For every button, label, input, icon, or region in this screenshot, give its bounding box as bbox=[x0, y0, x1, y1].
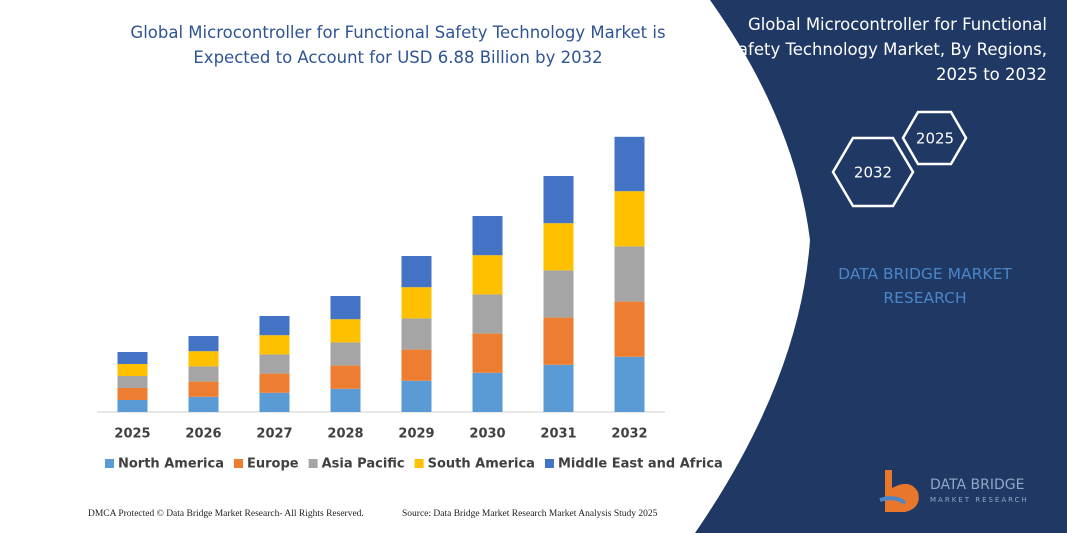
bar-segment bbox=[188, 351, 219, 367]
hexagon bbox=[831, 136, 915, 208]
bar-segment bbox=[401, 349, 432, 381]
brand: DATA BRIDGE MARKET RESEARCH bbox=[838, 265, 1012, 307]
bar-segment bbox=[543, 270, 574, 318]
bar-segment bbox=[401, 287, 432, 319]
bar-segment bbox=[117, 388, 148, 400]
bar-segment bbox=[259, 392, 290, 412]
bar-segment bbox=[117, 364, 148, 376]
bar-segment bbox=[614, 191, 645, 247]
x-tick-label: 2032 bbox=[611, 427, 647, 442]
bar-segment bbox=[543, 317, 574, 365]
bar-segment bbox=[472, 372, 503, 412]
x-tick-label: 2028 bbox=[327, 427, 363, 442]
bar-segment bbox=[614, 246, 645, 302]
bar-segment bbox=[614, 301, 645, 357]
bar-segment bbox=[117, 400, 148, 412]
legend-label: Asia Pacific bbox=[322, 457, 405, 472]
bar-segment bbox=[472, 333, 503, 373]
bar-segment bbox=[543, 223, 574, 271]
copyright: DMCA Protected © Data Bridge Market Rese… bbox=[88, 509, 364, 519]
x-tick-label: 2029 bbox=[398, 427, 434, 442]
hex-label: 2025 bbox=[916, 130, 954, 148]
logo-mark bbox=[885, 470, 919, 512]
bar-segment bbox=[614, 356, 645, 412]
bar-segment bbox=[188, 396, 219, 412]
x-tick-label: 2030 bbox=[469, 427, 505, 442]
legend-label: Europe bbox=[247, 457, 299, 472]
bar-segment bbox=[330, 365, 361, 389]
bar-segment bbox=[614, 136, 645, 192]
legend-swatch bbox=[234, 459, 243, 468]
legend-swatch bbox=[308, 459, 318, 468]
legend-label: South America bbox=[428, 457, 535, 472]
bar-segment bbox=[259, 373, 290, 393]
x-tick-label: 2025 bbox=[114, 427, 150, 442]
logo-mark bbox=[879, 496, 907, 505]
bar-segment bbox=[330, 342, 361, 366]
bar-segment bbox=[259, 354, 290, 374]
bar-segment bbox=[401, 256, 432, 288]
legend-swatch bbox=[544, 459, 554, 468]
bar-segment bbox=[401, 380, 432, 412]
bar-segment bbox=[188, 336, 219, 352]
chart-title: Global Microcontroller for Functional Sa… bbox=[130, 23, 666, 67]
source: Source: Data Bridge Market Research Mark… bbox=[402, 509, 658, 519]
x-tick-label: 2026 bbox=[185, 427, 221, 442]
bar-segment bbox=[330, 388, 361, 412]
bar-segment bbox=[330, 319, 361, 343]
side-panel-bg bbox=[695, 0, 1067, 533]
hexagon bbox=[901, 110, 968, 166]
bar-segment bbox=[117, 376, 148, 388]
hex-label: 2032 bbox=[854, 164, 892, 182]
logo-tagline: MARKET RESEARCH bbox=[930, 496, 1029, 504]
logo-name: DATA BRIDGE bbox=[930, 477, 1024, 493]
bar-segment bbox=[117, 352, 148, 364]
legend-label: Middle East and Africa bbox=[558, 457, 723, 472]
bar-segment bbox=[472, 255, 503, 295]
bar-segment bbox=[330, 296, 361, 320]
legend-swatch bbox=[105, 459, 114, 468]
legend-label: North America bbox=[118, 457, 224, 472]
bar-segment bbox=[472, 294, 503, 334]
x-tick-label: 2031 bbox=[540, 427, 576, 442]
side-title: Global Microcontroller for Functional Sa… bbox=[727, 15, 1047, 84]
bar-segment bbox=[472, 216, 503, 256]
bar-segment bbox=[543, 176, 574, 224]
bar-segment bbox=[259, 316, 290, 336]
bar-segment bbox=[188, 366, 219, 382]
legend-swatch bbox=[414, 459, 424, 468]
bar-segment bbox=[259, 335, 290, 355]
bar-segment bbox=[401, 318, 432, 350]
bar-segment bbox=[543, 364, 574, 412]
bar-segment bbox=[188, 381, 219, 397]
x-tick-label: 2027 bbox=[256, 427, 292, 442]
